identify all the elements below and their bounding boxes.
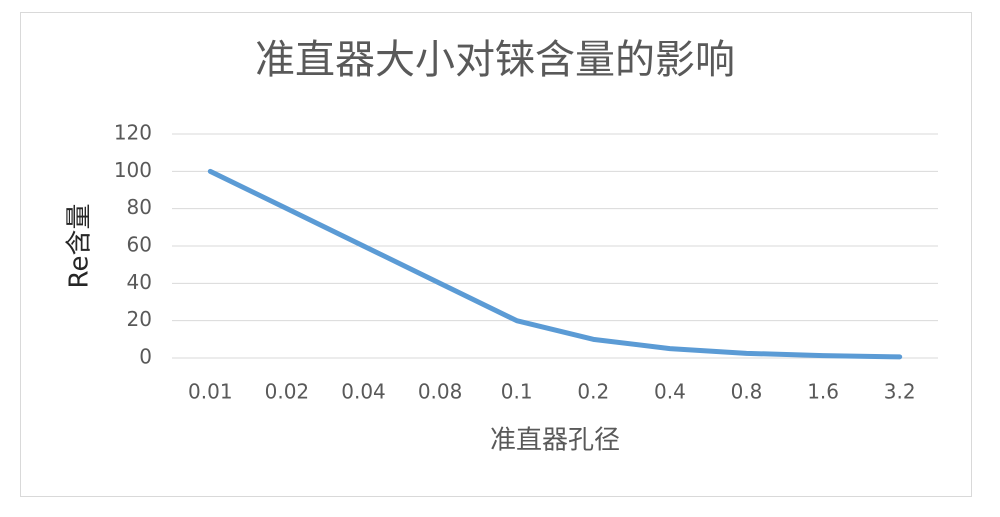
x-tick-label: 0.4	[654, 380, 686, 404]
x-tick-label: 1.6	[807, 380, 839, 404]
y-tick-label: 120	[114, 121, 152, 145]
x-tick-label: 0.2	[577, 380, 609, 404]
x-tick-label: 0.1	[501, 380, 533, 404]
y-tick-label: 0	[139, 345, 152, 369]
x-tick-label: 0.08	[418, 380, 463, 404]
x-tick-label: 0.01	[188, 380, 233, 404]
y-tick-label: 40	[127, 270, 152, 294]
chart-title: 准直器大小对铼含量的影响	[255, 37, 735, 83]
x-tick-label: 0.8	[731, 380, 763, 404]
x-tick-label: 0.02	[265, 380, 310, 404]
y-tick-label: 80	[127, 195, 152, 219]
y-tick-label: 20	[127, 307, 152, 331]
x-axis-label: 准直器孔径	[490, 426, 620, 456]
data-line	[207, 168, 903, 360]
x-tick-label: 3.2	[884, 380, 916, 404]
chart-frame	[20, 12, 972, 497]
y-axis-label: Re含量	[65, 204, 95, 289]
x-tick-label: 0.04	[341, 380, 386, 404]
y-tick-label: 60	[127, 233, 152, 257]
y-tick-label: 100	[114, 158, 152, 182]
